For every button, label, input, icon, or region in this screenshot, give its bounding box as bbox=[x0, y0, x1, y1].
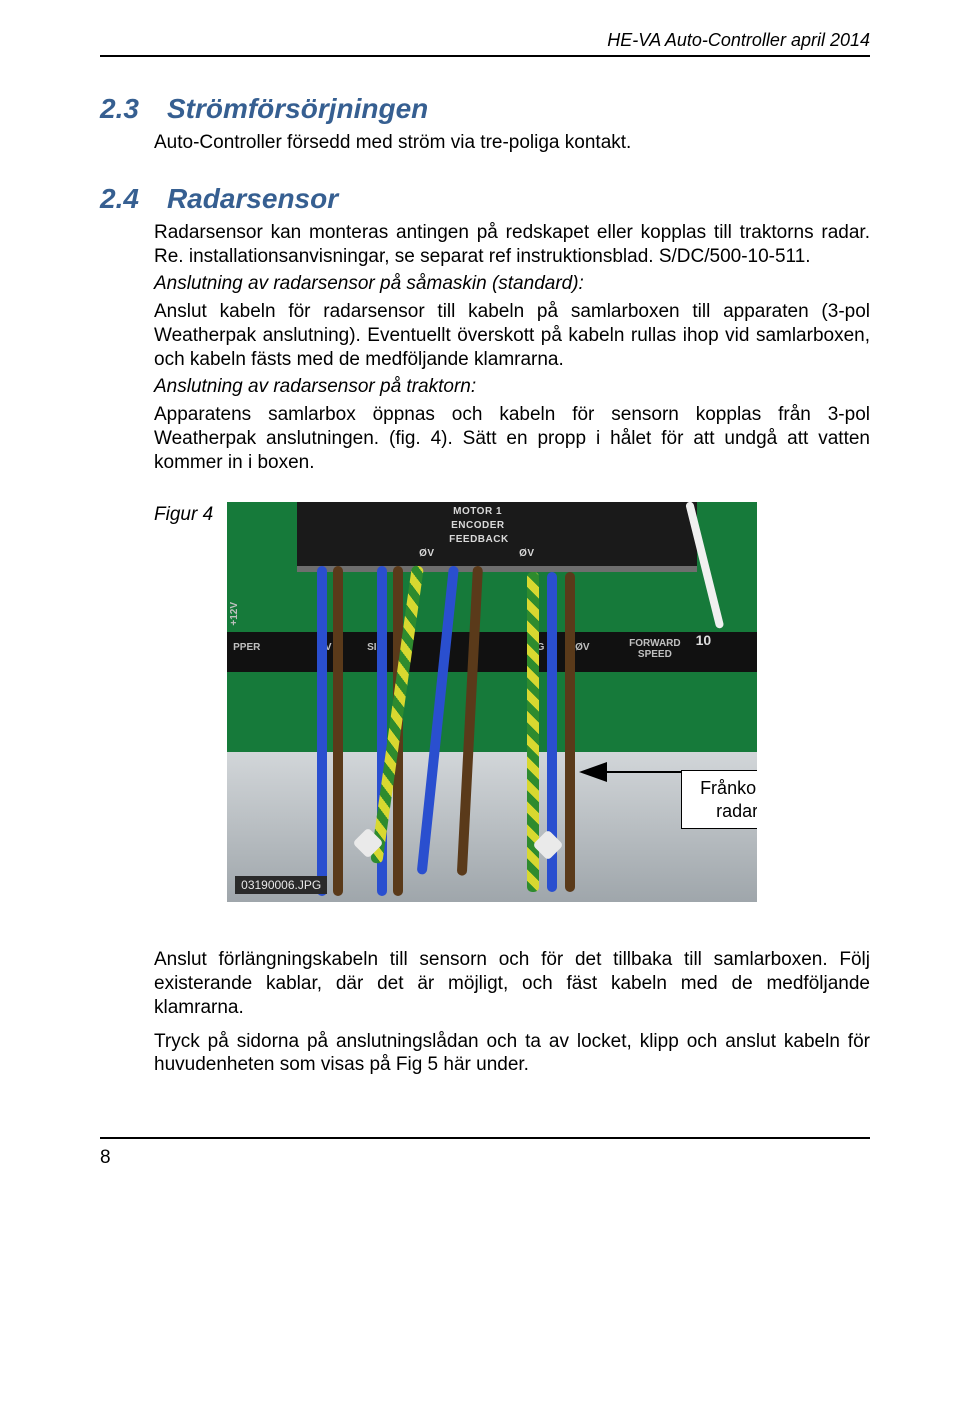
image-filename: 03190006.JPG bbox=[235, 876, 327, 894]
section-number: 2.4 bbox=[100, 183, 139, 215]
pcb-number: 10 bbox=[696, 632, 712, 648]
terminal-label: +12V bbox=[229, 602, 240, 626]
section-heading-2-3: 2.3 Strömförsörjningen bbox=[100, 93, 870, 125]
paragraph: Radarsensor kan monteras antingen på red… bbox=[154, 221, 870, 269]
figure-4: Figur 4 MOTOR 1 ENCODER FEEDBACK ØV ØV P… bbox=[154, 502, 870, 902]
terminal-label: ØV bbox=[575, 642, 589, 653]
figure-label: Figur 4 bbox=[154, 504, 213, 526]
section-title: Radarsensor bbox=[167, 183, 338, 215]
footer: 8 bbox=[100, 1137, 870, 1169]
paragraph: Anslut förlängningskabeln till sensorn o… bbox=[154, 948, 870, 1019]
paragraph: Apparatens samlarbox öppnas och kabeln f… bbox=[154, 403, 870, 474]
terminal-label: ENCODER bbox=[451, 520, 505, 531]
wire-brown bbox=[333, 566, 343, 896]
paragraph: Anslut kabeln för radarsensor till kabel… bbox=[154, 300, 870, 371]
terminal-label: FEEDBACK bbox=[449, 534, 509, 545]
page: HE-VA Auto-Controller april 2014 2.3 Str… bbox=[0, 0, 960, 1404]
terminal-label: ØV bbox=[519, 548, 534, 559]
terminal-label: MOTOR 1 bbox=[453, 506, 502, 517]
italic-subheading: Anslutning av radarsensor på såmaskin (s… bbox=[154, 272, 870, 296]
wire-blue bbox=[317, 566, 327, 896]
paragraph: Auto-Controller försedd med ström via tr… bbox=[154, 131, 870, 155]
section-heading-2-4: 2.4 Radarsensor bbox=[100, 183, 870, 215]
callout-text: Frånkoppling av radarsensor bbox=[681, 770, 757, 829]
page-number: 8 bbox=[100, 1147, 870, 1169]
wire-brown bbox=[565, 572, 575, 892]
terminal-label: PPER bbox=[233, 642, 260, 653]
section-title: Strömförsörjningen bbox=[167, 93, 428, 125]
terminal-label: FORWARD SPEED bbox=[629, 638, 680, 660]
terminal-label: ØV bbox=[419, 548, 434, 559]
callout: Frånkoppling av radarsensor bbox=[681, 770, 757, 829]
running-header: HE-VA Auto-Controller april 2014 bbox=[100, 30, 870, 57]
paragraph: Tryck på sidorna på anslutningslådan och… bbox=[154, 1030, 870, 1078]
section-number: 2.3 bbox=[100, 93, 139, 125]
arrow-head-icon bbox=[579, 762, 607, 782]
italic-subheading: Anslutning av radarsensor på traktorn: bbox=[154, 375, 870, 399]
photo-junction-box: MOTOR 1 ENCODER FEEDBACK ØV ØV PPER ØV S… bbox=[227, 502, 757, 902]
footer-divider bbox=[100, 1137, 870, 1139]
